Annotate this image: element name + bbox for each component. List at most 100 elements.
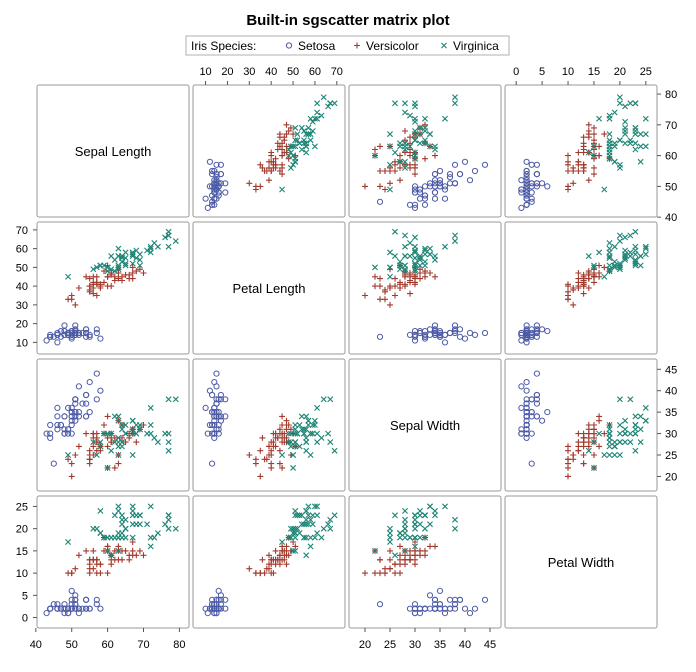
- point-setosa: [215, 409, 222, 416]
- tick-label: 30: [243, 66, 255, 78]
- point-setosa: [533, 322, 541, 329]
- point-virginica: [417, 521, 423, 528]
- point-versicolor: [372, 146, 378, 153]
- point-setosa: [533, 400, 541, 407]
- point-versicolor: [65, 456, 72, 463]
- point-virginica: [397, 534, 403, 541]
- point-virginica: [287, 534, 294, 541]
- point-versicolor: [257, 473, 264, 480]
- tick-label: 30: [409, 639, 421, 651]
- point-versicolor: [283, 121, 290, 128]
- point-versicolor: [575, 161, 582, 168]
- point-versicolor: [83, 430, 90, 437]
- point-virginica: [606, 443, 613, 450]
- point-virginica: [290, 525, 297, 532]
- point-virginica: [402, 507, 408, 514]
- tick-label: 25: [665, 450, 677, 462]
- point-virginica: [387, 530, 393, 537]
- point-versicolor: [266, 552, 272, 559]
- point-versicolor: [86, 283, 93, 290]
- point-setosa: [72, 417, 79, 424]
- point-setosa: [416, 186, 424, 193]
- point-virginica: [303, 552, 310, 559]
- point-setosa: [426, 183, 434, 190]
- point-setosa: [68, 404, 75, 411]
- tick-label: 10: [562, 66, 574, 78]
- point-versicolor: [283, 547, 290, 554]
- point-virginica: [111, 256, 118, 263]
- point-setosa: [411, 333, 419, 340]
- point-versicolor: [570, 180, 577, 187]
- point-virginica: [111, 413, 118, 420]
- point-virginica: [129, 417, 136, 424]
- point-setosa: [79, 605, 86, 612]
- point-virginica: [637, 426, 644, 433]
- point-setosa: [222, 396, 229, 403]
- point-versicolor: [111, 434, 118, 441]
- point-versicolor: [129, 547, 136, 554]
- point-versicolor: [412, 552, 418, 559]
- point-setosa: [518, 204, 525, 211]
- tick-label: 0: [22, 613, 28, 625]
- diagonal-label: Sepal Width: [390, 418, 460, 433]
- point-setosa: [68, 430, 75, 437]
- point-virginica: [622, 124, 629, 131]
- point-versicolor: [108, 439, 115, 446]
- panel-r2-c0: [36, 358, 190, 492]
- point-versicolor: [115, 460, 122, 467]
- tick-label: 10: [16, 337, 28, 349]
- point-virginica: [642, 131, 649, 138]
- point-versicolor: [281, 430, 288, 437]
- point-versicolor: [565, 161, 571, 168]
- point-versicolor: [281, 149, 288, 156]
- point-versicolor: [285, 422, 292, 428]
- point-virginica: [632, 426, 639, 433]
- point-virginica: [412, 268, 418, 275]
- point-setosa: [75, 605, 83, 612]
- point-versicolor: [90, 443, 97, 450]
- point-virginica: [331, 512, 338, 519]
- point-virginica: [417, 253, 423, 260]
- point-setosa: [431, 177, 439, 184]
- point-versicolor: [402, 161, 408, 168]
- point-virginica: [642, 404, 649, 411]
- point-virginica: [147, 422, 154, 428]
- point-versicolor: [279, 464, 286, 471]
- point-setosa: [75, 610, 83, 617]
- point-setosa: [209, 167, 216, 175]
- point-versicolor: [86, 275, 93, 282]
- point-virginica: [104, 547, 111, 554]
- point-virginica: [632, 422, 639, 428]
- point-versicolor: [268, 447, 275, 454]
- point-setosa: [436, 601, 444, 608]
- point-versicolor: [580, 161, 587, 168]
- point-virginica: [294, 131, 301, 138]
- point-setosa: [461, 605, 469, 612]
- point-virginica: [290, 464, 297, 471]
- point-virginica: [601, 186, 608, 193]
- point-setosa: [209, 409, 216, 416]
- point-setosa: [431, 171, 439, 178]
- point-virginica: [611, 243, 618, 250]
- point-virginica: [303, 439, 310, 446]
- point-virginica: [314, 109, 321, 116]
- point-versicolor: [252, 460, 259, 467]
- point-virginica: [611, 452, 618, 458]
- point-setosa: [72, 396, 79, 403]
- point-virginica: [314, 512, 321, 519]
- point-virginica: [309, 512, 316, 519]
- point-virginica: [616, 238, 623, 245]
- point-setosa: [446, 174, 454, 181]
- panel-frame: [36, 84, 190, 218]
- tick-label: 70: [16, 225, 28, 237]
- point-setosa: [518, 186, 525, 193]
- panel-r2-c3: [504, 358, 658, 492]
- point-setosa: [213, 174, 220, 181]
- point-versicolor: [119, 434, 125, 441]
- point-virginica: [402, 547, 408, 554]
- point-setosa: [57, 605, 65, 612]
- point-virginica: [642, 251, 649, 258]
- point-setosa: [83, 413, 90, 420]
- panel-frame: [504, 84, 658, 218]
- point-virginica: [387, 186, 393, 193]
